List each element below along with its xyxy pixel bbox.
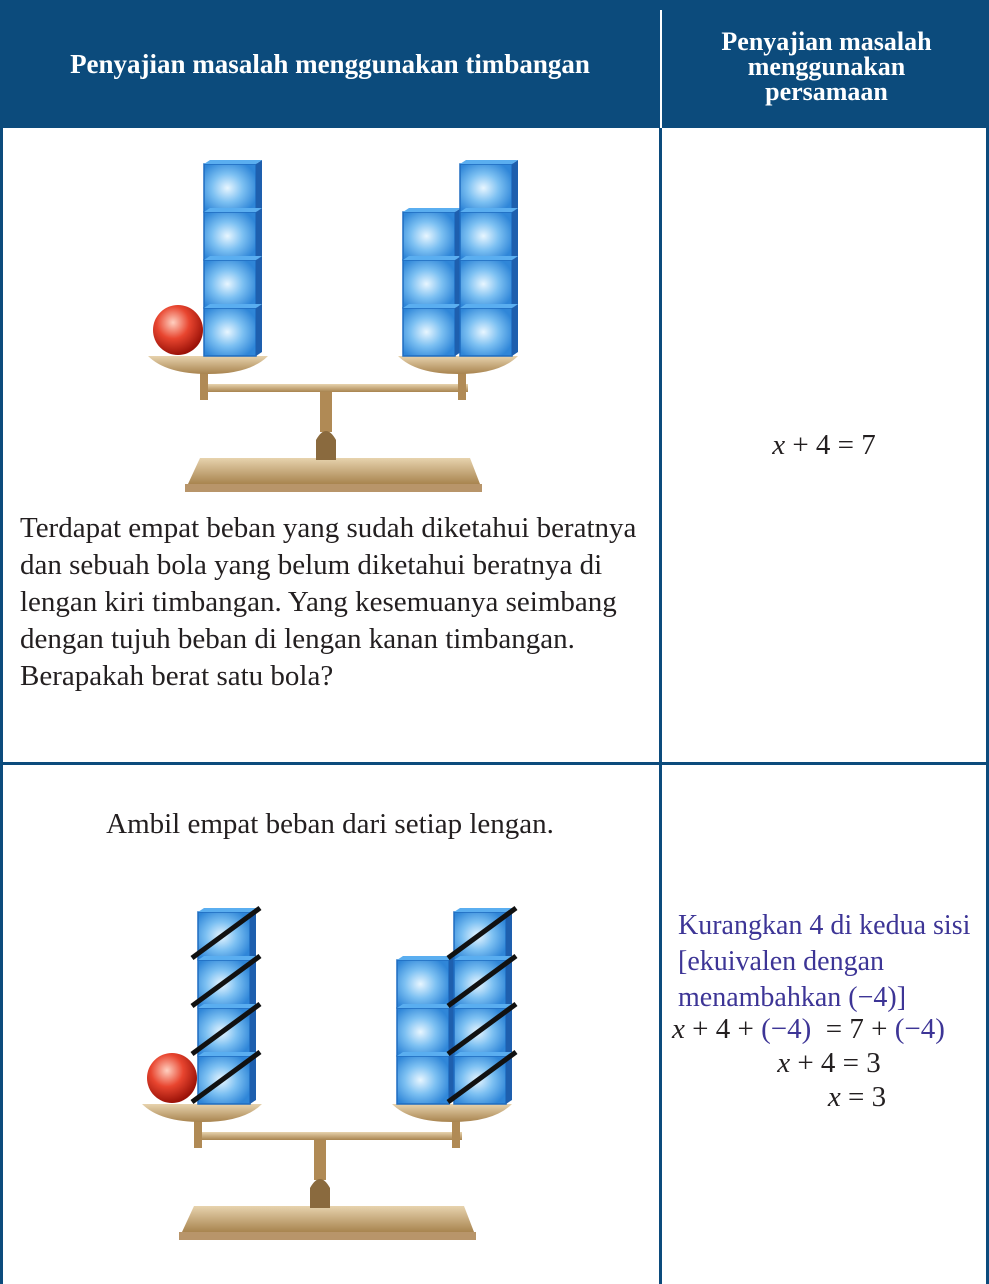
equation: x + 4 + (−4) = 7 + (−4) bbox=[672, 1012, 986, 1046]
scale bbox=[148, 356, 518, 492]
header-divider bbox=[660, 10, 662, 128]
border bbox=[986, 128, 989, 1284]
border bbox=[659, 128, 662, 1284]
note: Kurangkan 4 di kedua sisi [ekuivalen den… bbox=[678, 910, 971, 1013]
equation-part: + 4 = 3 bbox=[790, 1047, 881, 1079]
equation: x + 4 = 7 bbox=[662, 428, 986, 462]
equation-part: x bbox=[672, 1013, 685, 1045]
instruction: Ambil empat beban dari setiap lengan. bbox=[106, 808, 554, 840]
equation-part: x bbox=[772, 429, 786, 461]
description: Terdapat empat beban yang sudah diketahu… bbox=[20, 512, 637, 692]
scale-2 bbox=[142, 905, 518, 1240]
equation-part: = 7 + bbox=[811, 1013, 895, 1045]
equation-part: (−4) bbox=[761, 1013, 812, 1045]
border bbox=[0, 762, 989, 765]
equation-part: x bbox=[777, 1047, 791, 1079]
header-left: Penyajian masalah menggunakan timbangan bbox=[0, 0, 660, 128]
equation-part: x bbox=[827, 1081, 841, 1113]
equation-part: + 4 = 7 bbox=[785, 429, 876, 461]
weights bbox=[153, 160, 518, 356]
equation-part: + 4 + bbox=[684, 1013, 762, 1045]
equation: x = 3 bbox=[672, 1080, 986, 1114]
illustrations bbox=[142, 0, 518, 1240]
header-right: Penyajian masalah menggunakan persamaan bbox=[664, 18, 989, 114]
equation-block: x + 4 = 7 bbox=[662, 428, 986, 462]
equation-part: (−4) bbox=[894, 1013, 945, 1045]
equation-part: = 3 bbox=[840, 1081, 887, 1113]
equation: x + 4 = 3 bbox=[672, 1046, 986, 1080]
border bbox=[0, 128, 3, 1284]
